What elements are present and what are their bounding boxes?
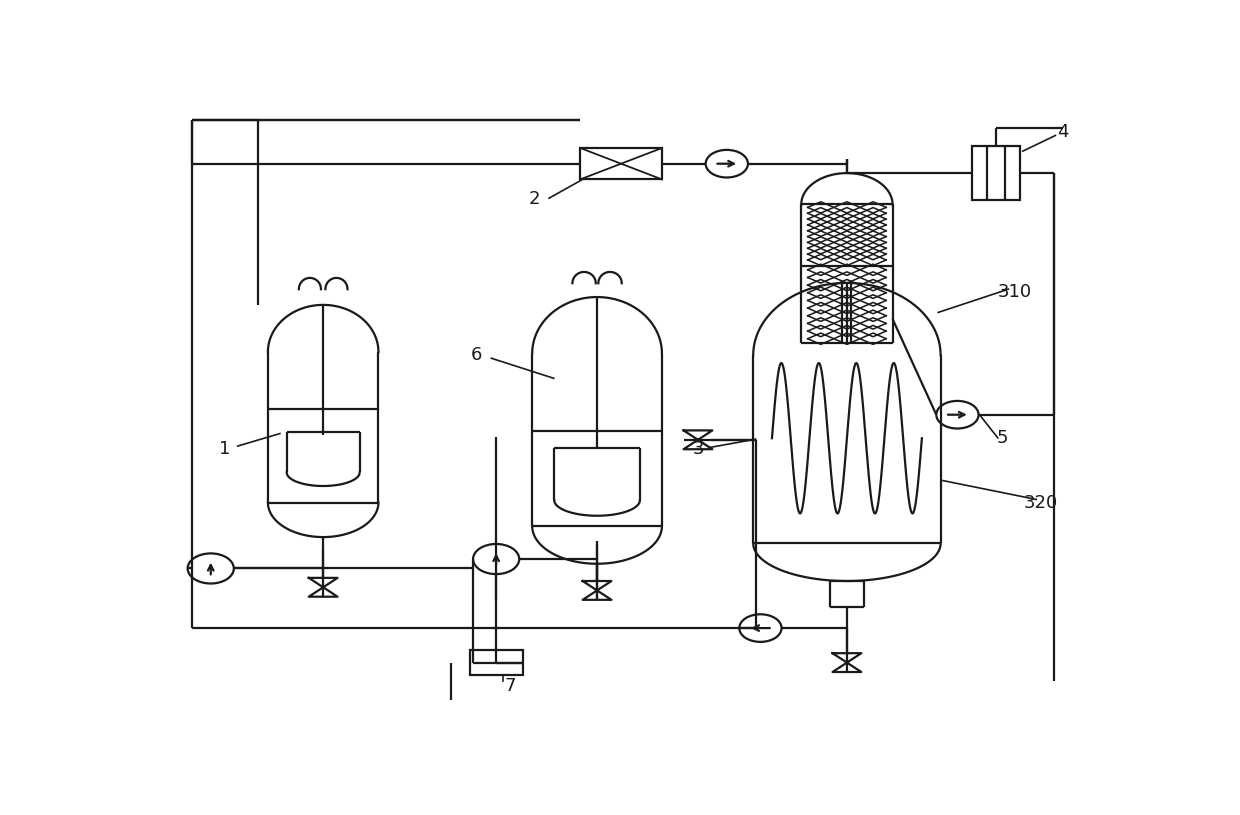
Text: 310: 310: [998, 284, 1032, 302]
Text: 1: 1: [218, 440, 229, 458]
Text: 6: 6: [471, 346, 482, 364]
Text: 4: 4: [1058, 123, 1069, 141]
Text: 3: 3: [692, 440, 704, 458]
Text: 2: 2: [528, 191, 541, 209]
Bar: [972, 147, 1021, 200]
Text: 320: 320: [1024, 494, 1058, 512]
Bar: [580, 148, 662, 179]
Text: 7: 7: [505, 676, 516, 695]
Bar: [470, 650, 522, 675]
Text: 5: 5: [997, 429, 1008, 447]
